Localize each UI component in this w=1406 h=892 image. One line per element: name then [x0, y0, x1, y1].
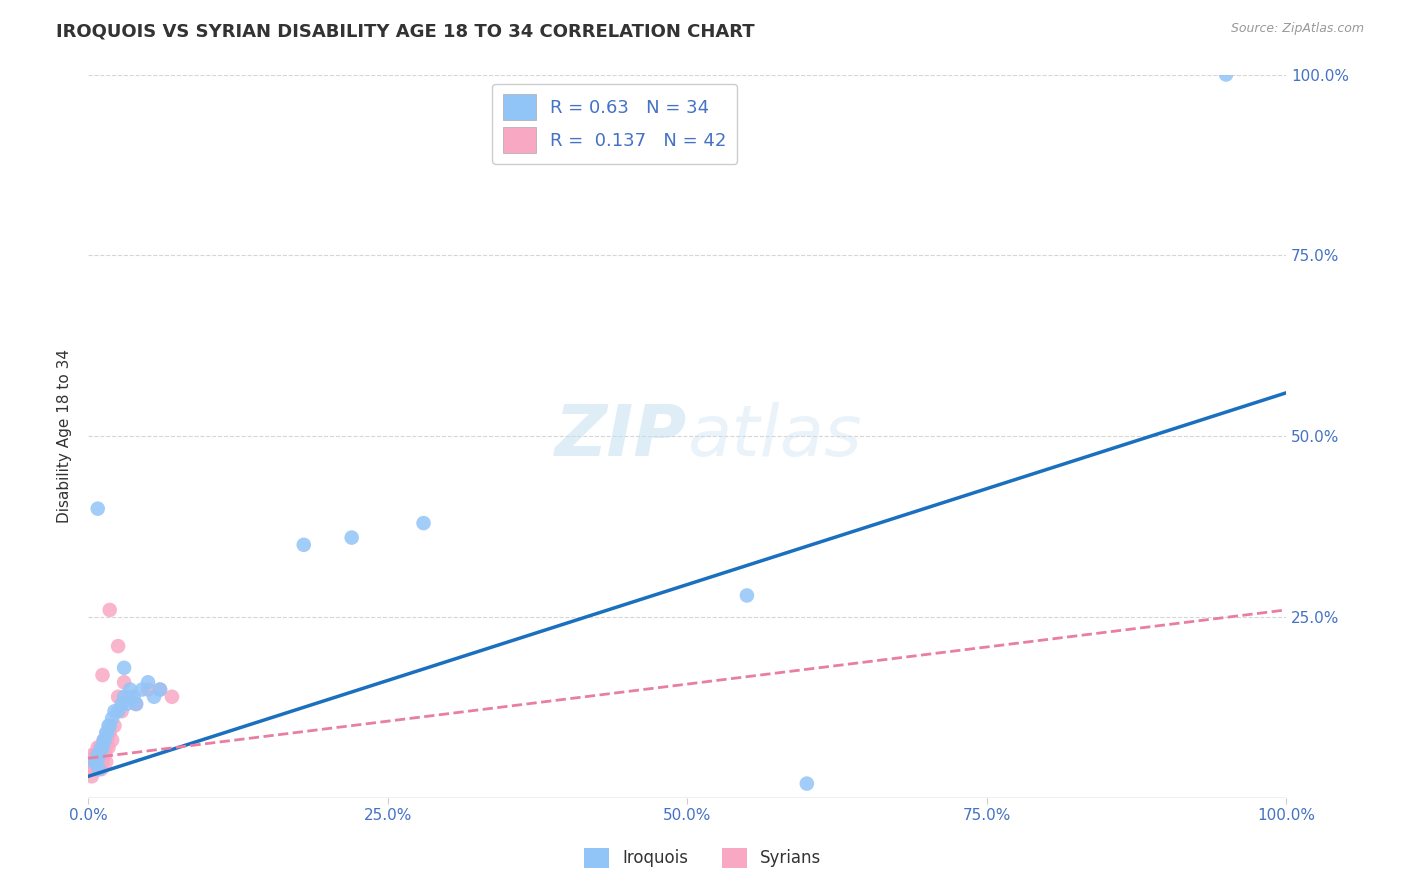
- Point: [112, 675, 135, 690]
- Point: [103, 719, 125, 733]
- Point: [79, 762, 101, 776]
- Point: [91, 740, 114, 755]
- Point: [107, 704, 129, 718]
- Point: [82, 762, 104, 776]
- Point: [96, 726, 118, 740]
- Point: [93, 733, 115, 747]
- Point: [1215, 68, 1237, 82]
- Point: [84, 755, 107, 769]
- Point: [98, 603, 121, 617]
- Point: [125, 697, 148, 711]
- Point: [90, 762, 112, 776]
- Point: [89, 747, 111, 762]
- Legend: Iroquois, Syrians: Iroquois, Syrians: [578, 841, 828, 875]
- Point: [93, 733, 115, 747]
- Point: [89, 755, 111, 769]
- Point: [125, 697, 148, 711]
- Point: [87, 762, 110, 776]
- Point: [111, 697, 134, 711]
- Legend: R = 0.63   N = 34, R =  0.137   N = 42: R = 0.63 N = 34, R = 0.137 N = 42: [492, 84, 737, 163]
- Point: [90, 747, 112, 762]
- Point: [94, 726, 117, 740]
- Point: [112, 690, 135, 704]
- Point: [143, 690, 166, 704]
- Point: [292, 538, 315, 552]
- Point: [149, 682, 172, 697]
- Point: [83, 755, 105, 769]
- Point: [82, 747, 104, 762]
- Y-axis label: Disability Age 18 to 34: Disability Age 18 to 34: [58, 350, 72, 524]
- Point: [90, 740, 112, 755]
- Point: [98, 719, 121, 733]
- Point: [131, 682, 153, 697]
- Text: IROQUOIS VS SYRIAN DISABILITY AGE 18 TO 34 CORRELATION CHART: IROQUOIS VS SYRIAN DISABILITY AGE 18 TO …: [56, 22, 755, 40]
- Point: [94, 740, 117, 755]
- Point: [107, 690, 129, 704]
- Point: [412, 516, 434, 530]
- Point: [160, 690, 183, 704]
- Point: [97, 719, 120, 733]
- Point: [86, 747, 108, 762]
- Point: [91, 668, 114, 682]
- Point: [112, 661, 135, 675]
- Point: [103, 704, 125, 718]
- Point: [796, 776, 818, 790]
- Point: [115, 697, 138, 711]
- Point: [97, 740, 120, 755]
- Point: [87, 501, 110, 516]
- Point: [120, 690, 142, 704]
- Point: [735, 589, 758, 603]
- Point: [94, 755, 117, 769]
- Text: ZIP: ZIP: [555, 401, 688, 471]
- Point: [136, 682, 159, 697]
- Point: [340, 531, 363, 545]
- Point: [83, 755, 105, 769]
- Point: [122, 690, 145, 704]
- Point: [120, 682, 142, 697]
- Point: [89, 740, 111, 755]
- Point: [87, 755, 110, 769]
- Point: [84, 747, 107, 762]
- Point: [87, 762, 110, 776]
- Point: [80, 755, 103, 769]
- Point: [136, 675, 159, 690]
- Point: [101, 711, 124, 725]
- Point: [94, 733, 117, 747]
- Point: [91, 755, 114, 769]
- Point: [111, 704, 134, 718]
- Point: [87, 755, 110, 769]
- Point: [80, 769, 103, 783]
- Point: [98, 726, 121, 740]
- Point: [94, 747, 117, 762]
- Point: [83, 762, 105, 776]
- Point: [91, 740, 114, 755]
- Point: [87, 747, 110, 762]
- Point: [87, 747, 110, 762]
- Text: Source: ZipAtlas.com: Source: ZipAtlas.com: [1230, 22, 1364, 36]
- Point: [86, 755, 108, 769]
- Point: [107, 639, 129, 653]
- Point: [87, 740, 110, 755]
- Point: [101, 733, 124, 747]
- Point: [96, 733, 118, 747]
- Point: [149, 682, 172, 697]
- Point: [86, 762, 108, 776]
- Text: atlas: atlas: [688, 401, 862, 471]
